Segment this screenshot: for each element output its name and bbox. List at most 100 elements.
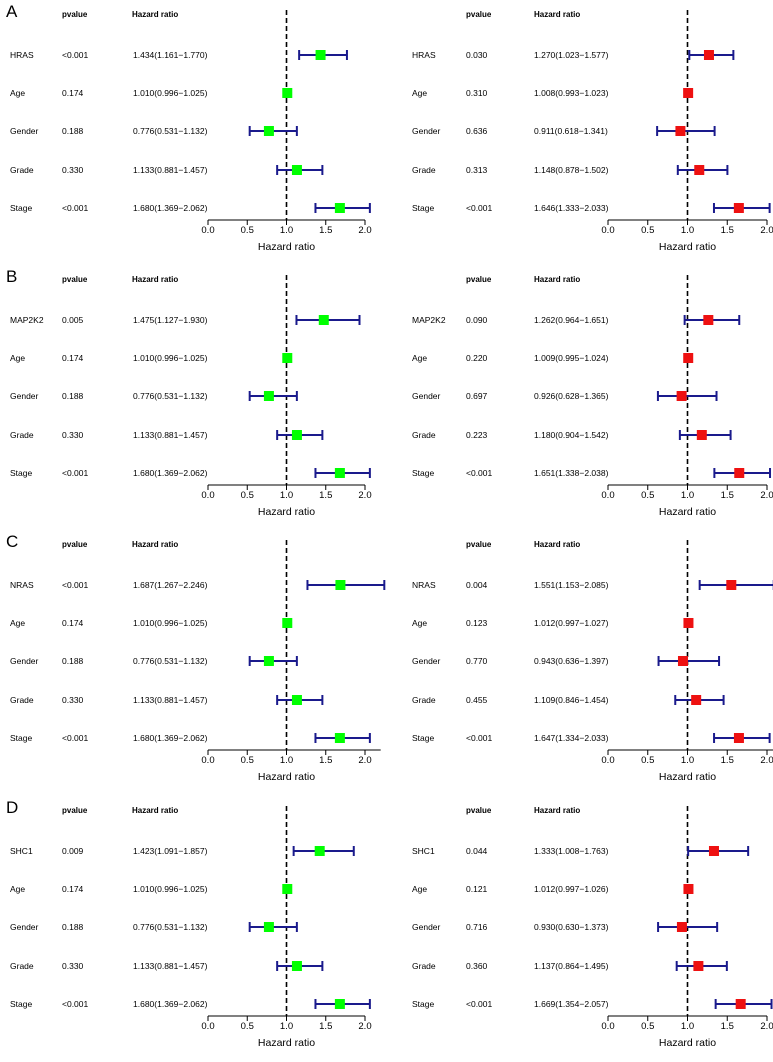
hazard-ratio-point [291, 165, 302, 175]
hazard-ratio-point [263, 922, 274, 932]
row-hazard-ratio: 0.926(0.628−1.365) [534, 391, 609, 401]
row-label: SHC1 [10, 846, 33, 856]
row-hazard-ratio: 1.475(1.127−1.930) [133, 315, 208, 325]
row-pvalue: 0.005 [62, 315, 84, 325]
row-pvalue: 0.330 [62, 165, 84, 175]
panel-d-right-x-axis-label: Hazard ratio [659, 1037, 716, 1049]
panel-d-left-header-hazard-ratio: Hazard ratio [132, 806, 178, 815]
row-pvalue: 0.188 [62, 126, 84, 136]
hazard-ratio-point [282, 618, 293, 628]
row-label: NRAS [10, 580, 34, 590]
hazard-ratio-point [708, 846, 719, 856]
x-tick-label: 1.0 [681, 1021, 694, 1032]
row-pvalue: <0.001 [466, 733, 493, 743]
row-pvalue: <0.001 [62, 50, 89, 60]
row-pvalue: 0.716 [466, 922, 488, 932]
hazard-ratio-point [694, 165, 705, 175]
row-pvalue: 0.697 [466, 391, 488, 401]
x-tick-label: 0.5 [641, 225, 654, 236]
x-tick-label: 1.0 [280, 755, 293, 766]
row-pvalue: <0.001 [466, 999, 493, 1009]
row-pvalue: 0.174 [62, 353, 84, 363]
row-hazard-ratio: 0.911(0.618−1.341) [534, 126, 608, 136]
panel-letter: C [6, 532, 18, 551]
row-pvalue: 0.174 [62, 884, 84, 894]
row-pvalue: 0.770 [466, 656, 488, 666]
row-hazard-ratio: 1.010(0.996−1.025) [133, 618, 208, 628]
row-label: SHC1 [412, 846, 435, 856]
panel-a-left-header-pvalue: pvalue [62, 10, 88, 19]
row-pvalue: 0.330 [62, 430, 84, 440]
row-hazard-ratio: 1.010(0.996−1.025) [133, 884, 208, 894]
row-pvalue: <0.001 [62, 203, 89, 213]
row-label: Stage [10, 999, 32, 1009]
row-label: Age [10, 88, 25, 98]
row-hazard-ratio: 1.008(0.993−1.023) [534, 88, 609, 98]
row-pvalue: <0.001 [62, 468, 89, 478]
panel-c-right-header-pvalue: pvalue [466, 540, 492, 549]
row-pvalue: 0.330 [62, 961, 84, 971]
row-label: Age [412, 88, 427, 98]
x-tick-label: 1.0 [280, 490, 293, 501]
row-hazard-ratio: 0.776(0.531−1.132) [133, 391, 208, 401]
hazard-ratio-point [291, 961, 302, 971]
row-hazard-ratio: 1.133(0.881−1.457) [133, 695, 208, 705]
row-pvalue: <0.001 [466, 203, 493, 213]
row-pvalue: 0.188 [62, 922, 84, 932]
row-pvalue: 0.030 [466, 50, 488, 60]
row-pvalue: 0.223 [466, 430, 488, 440]
x-tick-label: 0.0 [601, 225, 614, 236]
x-tick-label: 1.0 [681, 755, 694, 766]
row-label: Grade [10, 165, 34, 175]
x-tick-label: 1.5 [721, 755, 734, 766]
hazard-ratio-point [334, 203, 345, 213]
hazard-ratio-point [282, 884, 293, 894]
panel-b-left-header-pvalue: pvalue [62, 275, 88, 284]
panel-c-left-x-axis-label: Hazard ratio [258, 771, 315, 783]
x-tick-label: 1.5 [721, 490, 734, 501]
row-label: Gender [412, 656, 441, 666]
panel-letter: A [6, 2, 18, 21]
row-pvalue: 0.123 [466, 618, 488, 628]
hazard-ratio-point [335, 580, 346, 590]
panel-b-left-header-hazard-ratio: Hazard ratio [132, 275, 178, 284]
panel-a-right-x-axis-label: Hazard ratio [659, 241, 716, 253]
row-label: Gender [10, 391, 39, 401]
panel-c-left-header-hazard-ratio: Hazard ratio [132, 540, 178, 549]
x-tick-label: 0.5 [241, 490, 254, 501]
row-pvalue: 0.188 [62, 656, 84, 666]
row-hazard-ratio: 1.669(1.354−2.057) [534, 999, 609, 1009]
x-tick-label: 2.0 [358, 225, 371, 236]
row-hazard-ratio: 1.680(1.369−2.062) [133, 733, 208, 743]
row-label: HRAS [412, 50, 436, 60]
hazard-ratio-point [282, 88, 293, 98]
row-hazard-ratio: 1.687(1.267−2.246) [133, 580, 208, 590]
row-hazard-ratio: 1.109(0.846−1.454) [534, 695, 609, 705]
x-tick-label: 2.0 [358, 1021, 371, 1032]
hazard-ratio-point [677, 656, 688, 666]
x-tick-label: 2.0 [358, 755, 371, 766]
row-label: Age [412, 353, 427, 363]
panel-letter: B [6, 267, 17, 286]
hazard-ratio-point [734, 468, 745, 478]
row-pvalue: 0.220 [466, 353, 488, 363]
row-hazard-ratio: 1.551(1.153−2.085) [534, 580, 609, 590]
row-label: Age [412, 884, 427, 894]
panel-d-left-x-axis-label: Hazard ratio [258, 1037, 315, 1049]
row-label: Grade [10, 430, 34, 440]
hazard-ratio-point [315, 50, 326, 60]
row-hazard-ratio: 1.680(1.369−2.062) [133, 999, 208, 1009]
row-label: Grade [412, 165, 436, 175]
hazard-ratio-point [676, 391, 687, 401]
row-hazard-ratio: 1.647(1.334−2.033) [534, 733, 609, 743]
hazard-ratio-point [675, 126, 686, 136]
x-tick-label: 1.5 [319, 755, 332, 766]
row-label: Gender [412, 126, 441, 136]
x-tick-label: 1.5 [319, 225, 332, 236]
row-hazard-ratio: 1.333(1.008−1.763) [534, 846, 609, 856]
hazard-ratio-point [733, 203, 744, 213]
x-tick-label: 0.5 [241, 1021, 254, 1032]
row-pvalue: 0.004 [466, 580, 488, 590]
x-tick-label: 0.5 [641, 755, 654, 766]
panel-a-right-header-hazard-ratio: Hazard ratio [534, 10, 580, 19]
